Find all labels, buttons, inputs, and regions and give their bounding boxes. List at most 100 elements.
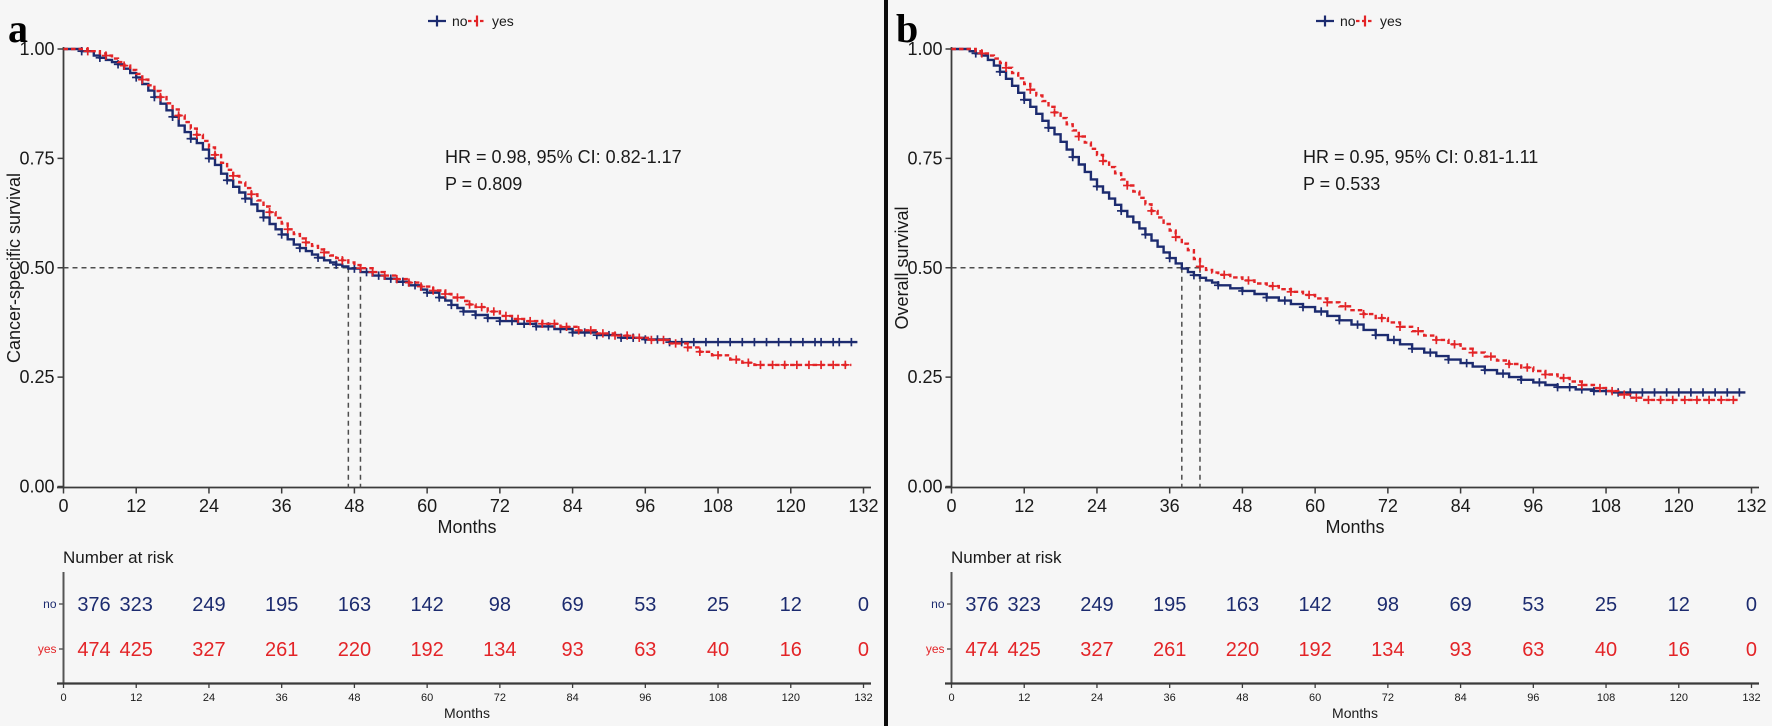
risk-axis-tick-label: 24 <box>1091 692 1103 704</box>
y-tick-label: 0.00 <box>19 477 54 497</box>
risk-count: 25 <box>1595 594 1617 616</box>
x-tick-label: 96 <box>635 496 655 516</box>
x-axis: 0 12 24 36 48 60 72 84 96 108 120 132 <box>945 486 1767 516</box>
x-tick-label: 132 <box>848 496 878 516</box>
x-tick-label: 72 <box>490 496 510 516</box>
risk-row-label: no <box>43 597 57 611</box>
risk-count: 134 <box>483 639 516 661</box>
risk-table-title: Number at risk <box>63 548 174 567</box>
y-axis: 0.00 0.25 0.50 0.75 1.00 <box>907 39 953 497</box>
x-tick-label: 48 <box>344 496 364 516</box>
panel-letter: a <box>8 6 28 51</box>
hr-text: HR = 0.95, 95% CI: 0.81-1.11 <box>1303 147 1538 167</box>
risk-count: 69 <box>561 594 583 616</box>
x-tick-label: 0 <box>946 496 956 516</box>
x-axis-title: Months <box>1325 517 1384 537</box>
risk-axis-tick-label: 12 <box>1018 692 1030 704</box>
hr-text: HR = 0.98, 95% CI: 0.82-1.17 <box>445 147 682 167</box>
risk-count: 16 <box>780 639 802 661</box>
risk-count: 261 <box>1153 639 1186 661</box>
x-tick-label: 84 <box>1451 496 1471 516</box>
panel-b: b no yes 0.00 0.25 0.50 0.75 1.00 Overall surviv… <box>888 0 1772 726</box>
risk-count: 69 <box>1449 594 1471 616</box>
risk-count: 195 <box>1153 594 1186 616</box>
x-axis: 0 12 24 36 48 60 72 84 96 108 120 132 <box>57 486 879 516</box>
panel-a: a no yes 0.00 0.25 0.50 0.75 1.00 Cancer-specifi… <box>0 0 884 726</box>
risk-axis-tick-label: 48 <box>1236 692 1248 704</box>
risk-row-label: yes <box>926 642 945 656</box>
y-tick-label: 1.00 <box>907 39 942 59</box>
y-tick-label: 0.75 <box>907 148 942 168</box>
survival-step-line <box>63 47 858 344</box>
x-tick-label: 96 <box>1523 496 1543 516</box>
x-tick-label: 108 <box>703 496 733 516</box>
risk-axis-title: Months <box>444 705 490 721</box>
y-tick-label: 0.25 <box>19 367 54 387</box>
risk-row-label: no <box>931 597 945 611</box>
risk-table-axis: 0 12 24 36 48 60 72 84 96 108 120 132 Months <box>945 682 1761 721</box>
risk-axis-tick-label: 120 <box>782 692 800 704</box>
legend: no yes <box>1316 13 1402 29</box>
legend: no yes <box>428 13 514 29</box>
risk-count: 0 <box>858 639 869 661</box>
hr-annotation: HR = 0.98, 95% CI: 0.82-1.17 P = 0.809 <box>445 147 682 194</box>
x-tick-label: 24 <box>1087 496 1107 516</box>
risk-axis-tick-label: 120 <box>1670 692 1688 704</box>
risk-count: 195 <box>265 594 298 616</box>
risk-count: 53 <box>1522 594 1544 616</box>
risk-axis-tick-label: 96 <box>639 692 651 704</box>
risk-count: 142 <box>410 594 443 616</box>
x-tick-label: 48 <box>1232 496 1252 516</box>
legend-label: no <box>452 13 468 29</box>
median-reference-lines <box>951 267 1201 488</box>
censor-marks-yes <box>83 46 850 370</box>
x-tick-label: 132 <box>1736 496 1766 516</box>
risk-count: 163 <box>1226 594 1259 616</box>
km-chart-a: a no yes 0.00 0.25 0.50 0.75 1.00 Cancer-specifi… <box>0 0 884 726</box>
risk-count: 323 <box>1008 594 1041 616</box>
risk-count: 0 <box>858 594 869 616</box>
risk-axis-tick-label: 84 <box>566 692 578 704</box>
risk-count: 220 <box>1226 639 1259 661</box>
censor-marks-no <box>971 49 1744 397</box>
legend-label: yes <box>1380 13 1402 29</box>
y-tick-label: 0.00 <box>907 477 942 497</box>
risk-axis-tick-label: 108 <box>1597 692 1615 704</box>
risk-count: 0 <box>1746 594 1757 616</box>
risk-count: 249 <box>1080 594 1113 616</box>
risk-count: 63 <box>634 639 656 661</box>
survival-step-line <box>951 47 1746 394</box>
risk-count: 142 <box>1298 594 1331 616</box>
risk-axis-tick-label: 84 <box>1454 692 1466 704</box>
y-tick-label: 0.75 <box>19 148 54 168</box>
risk-axis-tick-label: 60 <box>421 692 433 704</box>
risk-axis-tick-label: 72 <box>1382 692 1394 704</box>
p-value-text: P = 0.533 <box>1303 174 1380 194</box>
risk-count: 323 <box>120 594 153 616</box>
censor-marks-yes <box>977 49 1738 405</box>
x-axis-title: Months <box>437 517 496 537</box>
risk-axis-tick-label: 48 <box>348 692 360 704</box>
km-curve-no <box>951 47 1746 394</box>
x-tick-label: 36 <box>1160 496 1180 516</box>
legend-label: no <box>1340 13 1356 29</box>
risk-row-label: yes <box>38 642 57 656</box>
legend-label: yes <box>492 13 514 29</box>
hr-annotation: HR = 0.95, 95% CI: 0.81-1.11 P = 0.533 <box>1303 147 1538 194</box>
x-tick-label: 120 <box>776 496 806 516</box>
risk-count: 261 <box>265 639 298 661</box>
risk-count: 376 <box>77 594 110 616</box>
risk-count: 40 <box>707 639 729 661</box>
y-axis-title: Cancer-specific survival <box>4 173 24 363</box>
x-tick-label: 120 <box>1664 496 1694 516</box>
x-tick-label: 72 <box>1378 496 1398 516</box>
panel-divider <box>884 0 888 726</box>
km-curve-yes <box>63 47 852 367</box>
risk-count: 192 <box>410 639 443 661</box>
risk-count: 220 <box>338 639 371 661</box>
risk-table: Number at risk no 376 323 249 195 163 142 98 69 53… <box>926 548 1757 684</box>
risk-count: 134 <box>1371 639 1404 661</box>
risk-table-axis: 0 12 24 36 48 60 72 84 96 108 120 132 Months <box>57 682 873 721</box>
panel-letter: b <box>896 6 918 51</box>
x-tick-label: 36 <box>272 496 292 516</box>
